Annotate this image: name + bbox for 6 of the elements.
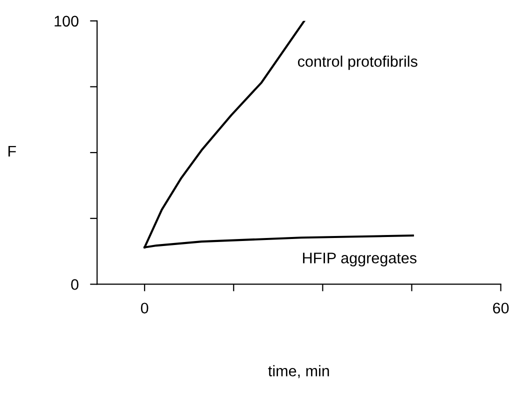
x-axis-title: time, min [268,365,329,378]
x-tick-label: 60 [493,302,509,314]
series-label: control protofibrils [298,56,418,70]
y-axis-title: F [8,146,16,157]
y-tick-label: 100 [54,16,78,27]
series-label: HFIP aggregates [303,252,416,266]
